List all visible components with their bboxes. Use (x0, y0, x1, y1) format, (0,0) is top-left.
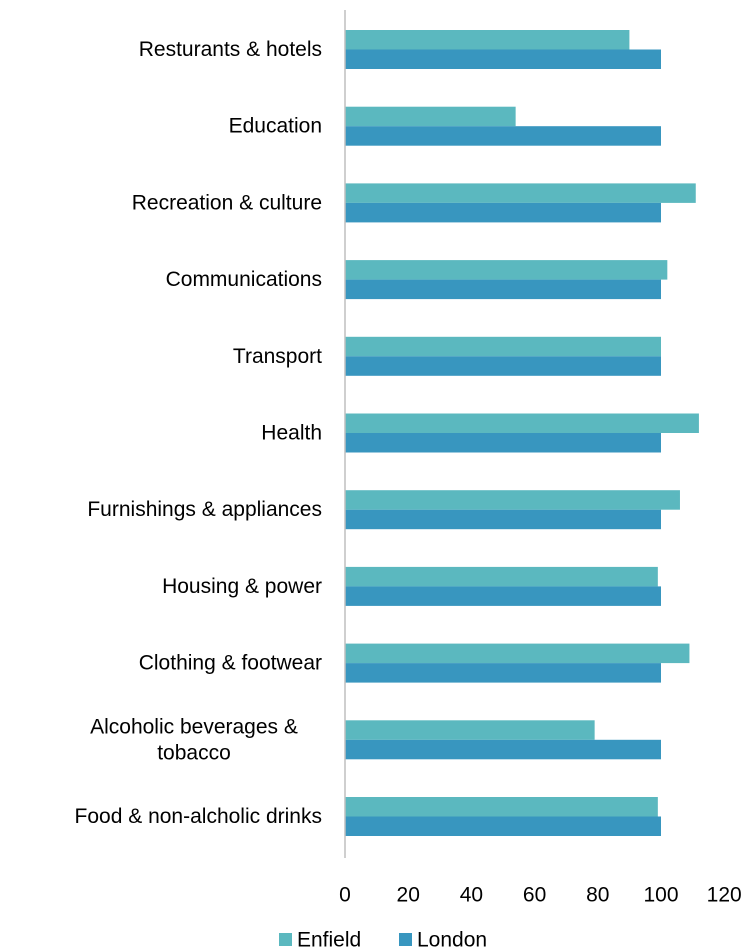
bar-london-4 (345, 356, 661, 376)
bar-london-0 (345, 49, 661, 69)
category-label-7: Housing & power (162, 575, 322, 598)
x-tick-label-4: 80 (586, 884, 609, 907)
x-tick-label-2: 40 (460, 884, 483, 907)
category-label-5: Health (261, 422, 322, 445)
bar-enfield-3 (345, 260, 668, 280)
bar-london-3 (345, 279, 661, 300)
category-label-0: Resturants & hotels (139, 38, 322, 61)
bar-london-8 (345, 663, 661, 683)
bar-london-7 (345, 586, 661, 606)
bar-enfield-5 (345, 413, 699, 433)
legend-swatch-enfield (279, 933, 292, 946)
bar-enfield-7 (345, 566, 658, 587)
bar-enfield-0 (345, 30, 630, 50)
category-label-9-line-0: Alcoholic beverages & (90, 715, 298, 738)
bar-enfield-2 (345, 183, 696, 203)
x-tick-label-1: 20 (397, 884, 420, 907)
category-label-1: Education (229, 115, 322, 138)
bar-enfield-6 (345, 490, 680, 510)
x-tick-label-5: 100 (643, 884, 678, 907)
category-label-2: Recreation & culture (132, 191, 322, 214)
bar-london-9 (345, 739, 661, 760)
bar-enfield-4 (345, 336, 661, 357)
x-axis-tick-labels: 0 20 40 60 80 100 120 (339, 884, 742, 907)
bar-london-1 (345, 126, 661, 146)
x-tick-label-0: 0 (339, 884, 351, 907)
category-label-6: Furnishings & appliances (87, 498, 322, 521)
category-label-9-line-1: tobacco (157, 741, 231, 764)
category-label-4: Transport (233, 345, 322, 368)
bar-london-5 (345, 433, 661, 453)
category-label-3: Communications (166, 268, 322, 291)
category-labels: Resturants & hotels Education Recreation &… (75, 38, 323, 828)
bar-enfield-1 (345, 106, 516, 127)
bar-enfield-10 (345, 797, 658, 817)
category-label-8: Clothing & footwear (139, 652, 322, 675)
x-tick-label-6: 120 (707, 884, 742, 907)
bar-london-6 (345, 509, 661, 530)
bar-enfield-9 (345, 720, 595, 740)
category-label-10: Food & non-alcholic drinks (75, 805, 322, 828)
bar-london-2 (345, 202, 661, 223)
legend: Enfield London (279, 929, 487, 951)
legend-label-london: London (417, 929, 487, 951)
bar-london-10 (345, 816, 661, 836)
x-tick-label-3: 60 (523, 884, 546, 907)
bar-enfield-8 (345, 643, 690, 664)
legend-swatch-london (399, 933, 412, 946)
legend-label-enfield: Enfield (297, 929, 361, 951)
bars-layer (345, 30, 699, 836)
